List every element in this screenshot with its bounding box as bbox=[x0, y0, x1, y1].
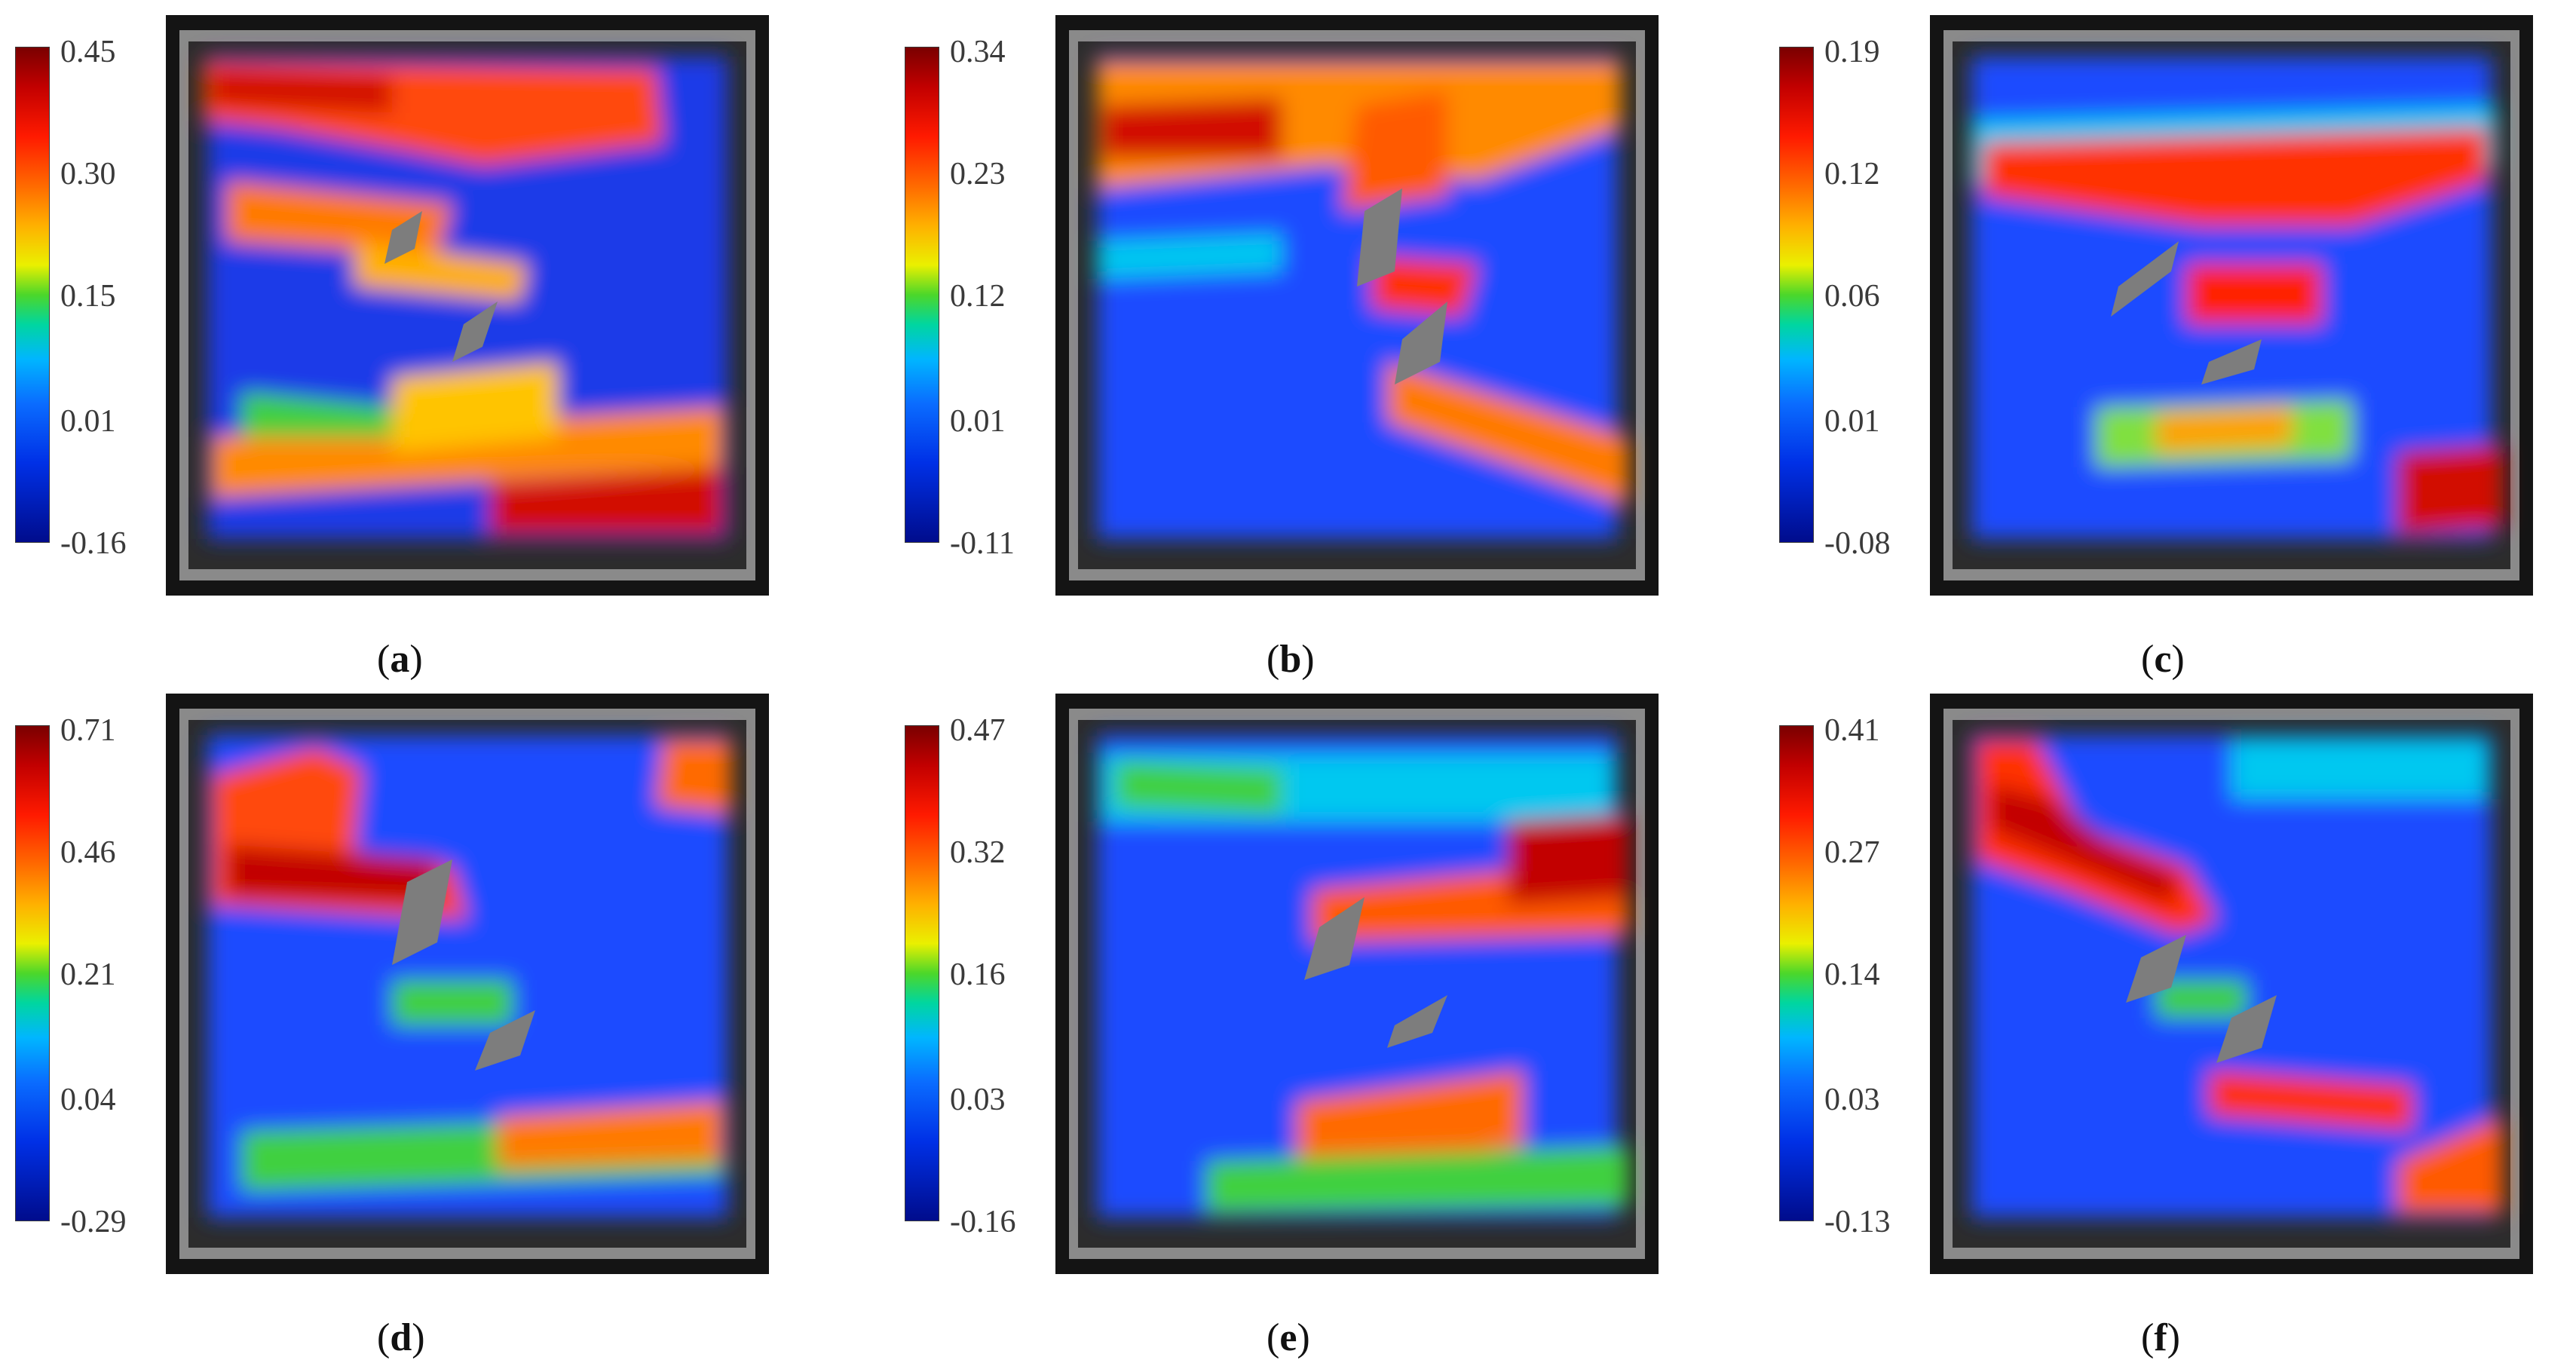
colorbar-tick: 0.15 bbox=[60, 279, 116, 314]
colorbar-tick: 0.04 bbox=[60, 1083, 116, 1117]
colorbar-tick-max: 0.41 bbox=[1824, 713, 1880, 748]
colorbar-tick-min: -0.08 bbox=[1824, 526, 1891, 561]
colorbar bbox=[15, 47, 50, 543]
panel-c: 0.19 0.12 0.06 0.01 -0.08 (c) bbox=[1779, 15, 2533, 681]
panel-f: 0.41 0.27 0.14 0.03 -0.13 (f) bbox=[1779, 694, 2533, 1359]
colorbar-tick-max: 0.34 bbox=[950, 35, 1006, 69]
strain-contour-image bbox=[166, 15, 769, 596]
strain-contour-image bbox=[1930, 15, 2533, 596]
colorbar-tick: 0.01 bbox=[1824, 404, 1880, 439]
colorbar-tick: 0.03 bbox=[950, 1083, 1006, 1117]
colorbar-tick-max: 0.19 bbox=[1824, 35, 1880, 69]
colorbar-tick: 0.03 bbox=[1824, 1083, 1880, 1117]
panel-d: 0.71 0.46 0.21 0.04 -0.29 (d) bbox=[15, 694, 769, 1359]
colorbar bbox=[1779, 47, 1814, 543]
colorbar-tick: 0.01 bbox=[60, 404, 116, 439]
panel-a: 0.45 0.30 0.15 0.01 -0.16 (a) bbox=[15, 15, 769, 681]
colorbar-tick: 0.23 bbox=[950, 157, 1006, 191]
colorbar-tick-max: 0.45 bbox=[60, 35, 116, 69]
colorbar-tick: 0.27 bbox=[1824, 835, 1880, 870]
panel-caption: (a) bbox=[377, 638, 423, 681]
colorbar-tick-min: -0.29 bbox=[60, 1205, 127, 1239]
colorbar-tick: 0.46 bbox=[60, 835, 116, 870]
colorbar-tick: 0.06 bbox=[1824, 279, 1880, 314]
panel-caption: (f) bbox=[2141, 1316, 2180, 1359]
strain-contour-image bbox=[1055, 15, 1659, 596]
colorbar-tick: 0.01 bbox=[950, 404, 1006, 439]
panel-caption: (b) bbox=[1267, 638, 1315, 681]
panel-caption: (e) bbox=[1267, 1316, 1310, 1359]
panel-caption: (c) bbox=[2141, 638, 2185, 681]
colorbar-tick: 0.16 bbox=[950, 957, 1006, 992]
colorbar-tick: 0.32 bbox=[950, 835, 1006, 870]
colorbar-tick-min: -0.11 bbox=[950, 526, 1015, 561]
colorbar-tick: 0.30 bbox=[60, 157, 116, 191]
colorbar-tick-max: 0.71 bbox=[60, 713, 116, 748]
panel-e: 0.47 0.32 0.16 0.03 -0.16 (e) bbox=[905, 694, 1659, 1359]
strain-contour-image bbox=[166, 694, 769, 1274]
colorbar bbox=[1779, 725, 1814, 1221]
colorbar-tick-min: -0.16 bbox=[60, 526, 127, 561]
colorbar-tick-min: -0.16 bbox=[950, 1205, 1016, 1239]
colorbar-tick: 0.21 bbox=[60, 957, 116, 992]
panel-b: 0.34 0.23 0.12 0.01 -0.11 (b) bbox=[905, 15, 1659, 681]
colorbar bbox=[905, 725, 939, 1221]
colorbar bbox=[905, 47, 939, 543]
strain-contour-image bbox=[1930, 694, 2533, 1274]
panel-caption: (d) bbox=[377, 1316, 425, 1359]
colorbar-tick: 0.12 bbox=[950, 279, 1006, 314]
colorbar-tick-max: 0.47 bbox=[950, 713, 1006, 748]
strain-contour-image bbox=[1055, 694, 1659, 1274]
colorbar bbox=[15, 725, 50, 1221]
colorbar-tick: 0.12 bbox=[1824, 157, 1880, 191]
colorbar-tick: 0.14 bbox=[1824, 957, 1880, 992]
colorbar-tick-min: -0.13 bbox=[1824, 1205, 1891, 1239]
